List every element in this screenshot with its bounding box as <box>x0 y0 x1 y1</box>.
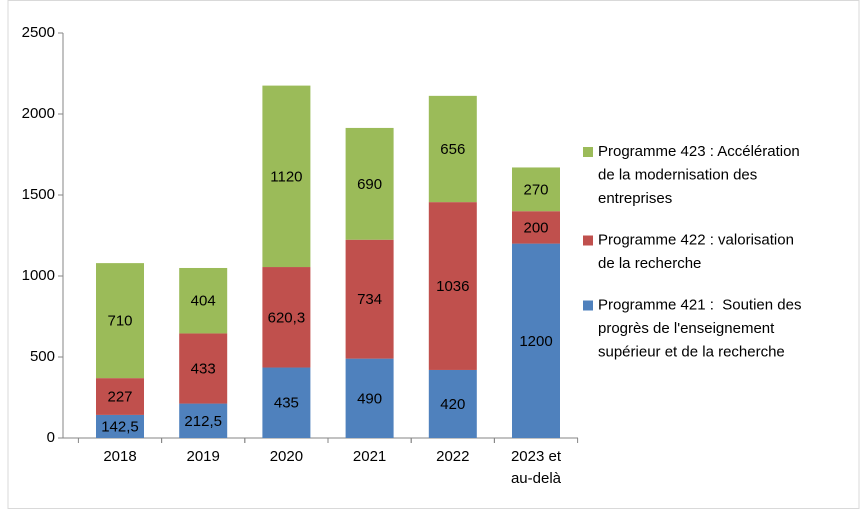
y-tick-label: 500 <box>30 348 55 365</box>
data-label: 142,5 <box>101 418 139 435</box>
data-label: 433 <box>191 360 216 377</box>
y-tick-label: 0 <box>47 429 55 446</box>
legend-swatch <box>583 235 593 246</box>
bar-segment <box>96 414 144 438</box>
data-label: 1200 <box>519 333 552 350</box>
y-tick-label: 2500 <box>22 24 55 41</box>
data-label: 710 <box>107 313 132 330</box>
data-label: 656 <box>440 141 465 158</box>
bar-segment <box>262 267 311 368</box>
y-tick-label: 2000 <box>22 105 55 122</box>
data-label: 1120 <box>270 168 302 185</box>
data-label: 734 <box>357 291 382 308</box>
data-label: 420 <box>440 396 465 413</box>
data-label: 490 <box>357 390 382 407</box>
legend-swatch <box>583 300 593 311</box>
bar-segment <box>428 369 477 438</box>
bar-segment <box>179 267 228 334</box>
data-label: 200 <box>523 219 548 236</box>
bar-segment <box>345 127 394 240</box>
data-label: 270 <box>523 181 548 198</box>
legend-swatch <box>583 147 593 157</box>
data-label: 435 <box>274 395 299 412</box>
bar-segment <box>345 358 394 438</box>
data-label: 620,3 <box>268 309 306 326</box>
x-tick-label: 2020 <box>270 448 303 465</box>
x-tick-label: 2018 <box>103 448 136 465</box>
data-label: 1036 <box>436 278 469 295</box>
bar-segment <box>512 167 560 212</box>
x-tick-label: 2022 <box>436 448 469 465</box>
bar-segment <box>512 243 560 438</box>
data-label: 227 <box>107 388 132 405</box>
y-tick-label: 1500 <box>22 186 55 203</box>
data-label: 404 <box>191 293 216 310</box>
bar-segment <box>96 263 144 379</box>
y-tick-label: 1000 <box>22 267 55 284</box>
data-label: 212,5 <box>184 413 222 430</box>
x-tick-label: 2019 <box>187 448 220 465</box>
x-tick-label: 2021 <box>353 448 386 465</box>
bar-segment <box>96 378 144 415</box>
x-tick-label: 2023 et au-delà <box>511 448 562 487</box>
legend-label: Programme 421 : Soutien des progrès de l'… <box>598 296 801 360</box>
bar-segment <box>428 202 477 370</box>
bar-segment <box>179 403 228 438</box>
legend-label: Programme 422 : valorisation de la recher… <box>598 231 794 272</box>
bar-segment <box>262 85 311 268</box>
data-label: 690 <box>357 176 382 193</box>
bar-segment <box>262 367 311 438</box>
bar-segment <box>179 333 228 404</box>
bar-segment <box>345 239 394 359</box>
legend-label: Programme 423 : Accélération de la modern… <box>598 143 800 207</box>
bar-segment <box>512 211 560 244</box>
bar-segment <box>428 95 477 203</box>
